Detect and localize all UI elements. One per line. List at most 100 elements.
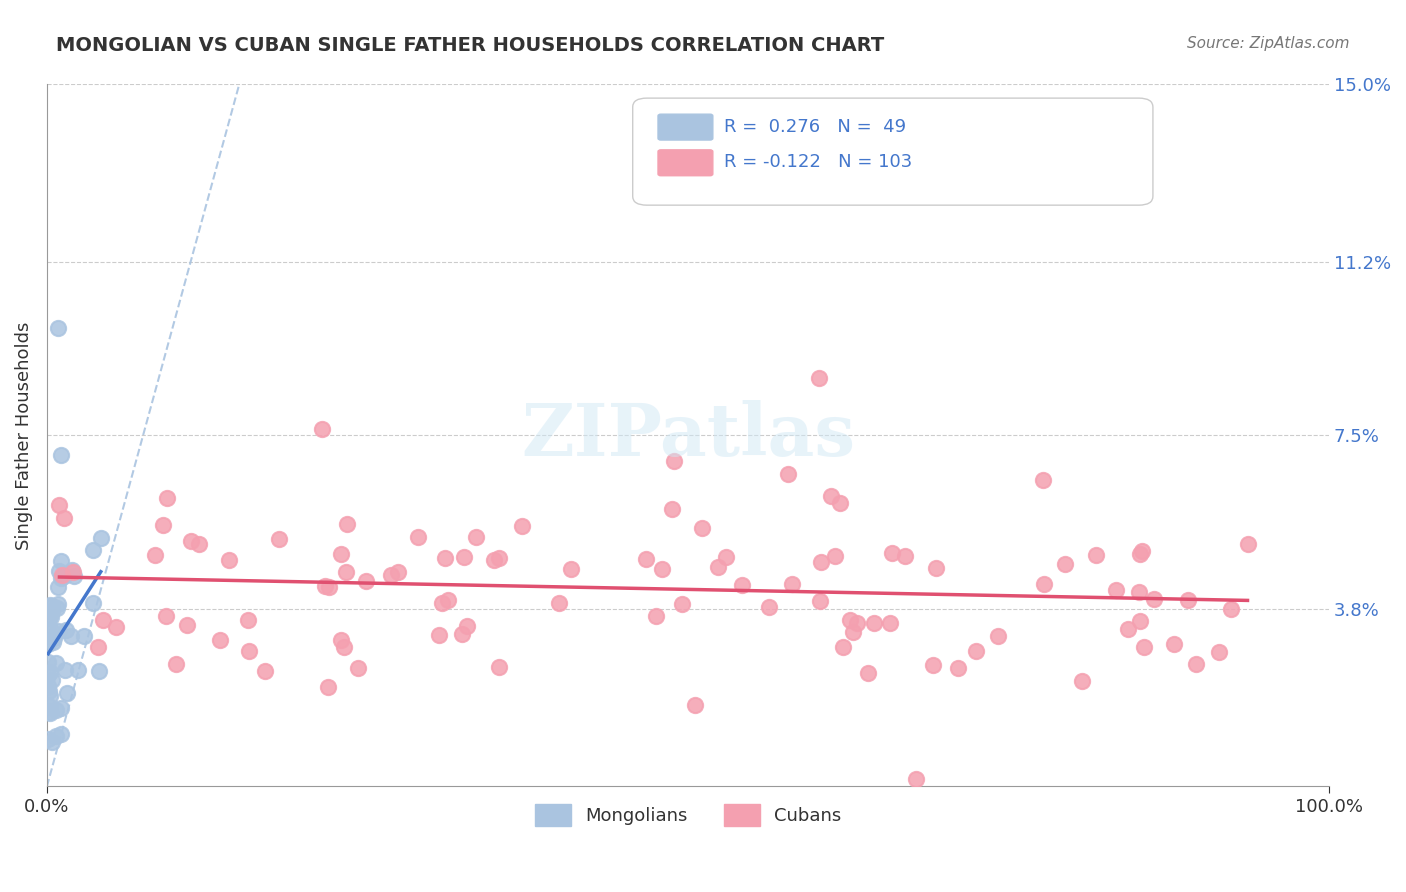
Point: [37, 637, 59, 651]
Point: [152, 517, 174, 532]
Point: [482, 553, 505, 567]
Point: [832, 640, 855, 654]
Point: [45, 656, 67, 670]
Point: [41, 624, 63, 638]
Point: [38, 705, 60, 719]
Point: [1208, 645, 1230, 659]
Point: [839, 613, 862, 627]
Point: [1054, 557, 1077, 571]
Point: [453, 550, 475, 565]
Point: [714, 549, 737, 564]
Point: [90, 532, 112, 546]
Point: [39, 689, 62, 703]
Point: [48, 564, 70, 578]
Point: [824, 549, 846, 564]
Point: [41, 635, 63, 649]
Point: [683, 698, 706, 713]
Point: [104, 620, 127, 634]
Point: [347, 661, 370, 675]
Point: [1129, 548, 1152, 562]
Point: [662, 454, 685, 468]
Point: [91, 613, 114, 627]
Point: [921, 657, 943, 672]
Point: [318, 580, 340, 594]
Point: [842, 624, 865, 639]
Text: MONGOLIAN VS CUBAN SINGLE FATHER HOUSEHOLDS CORRELATION CHART: MONGOLIAN VS CUBAN SINGLE FATHER HOUSEHO…: [56, 36, 884, 54]
Point: [707, 560, 730, 574]
Point: [208, 633, 231, 648]
Point: [808, 371, 831, 385]
Point: [830, 496, 852, 510]
Point: [269, 532, 291, 546]
Text: R = -0.122   N = 103: R = -0.122 N = 103: [724, 153, 912, 171]
Point: [62, 565, 84, 579]
Point: [238, 644, 260, 658]
Point: [731, 578, 754, 592]
Point: [39, 610, 62, 624]
Y-axis label: Single Father Households: Single Father Households: [15, 321, 32, 549]
Point: [1133, 640, 1156, 654]
Point: [335, 566, 357, 580]
Point: [1033, 577, 1056, 591]
Point: [856, 665, 879, 680]
Point: [38, 611, 60, 625]
Point: [218, 553, 240, 567]
Point: [253, 665, 276, 679]
Point: [49, 554, 72, 568]
Point: [1116, 622, 1139, 636]
Point: [510, 519, 533, 533]
Point: [644, 608, 666, 623]
Point: [143, 549, 166, 563]
Point: [52, 569, 75, 583]
Point: [651, 562, 673, 576]
Point: [48, 321, 70, 335]
Point: [87, 664, 110, 678]
Point: [780, 577, 803, 591]
Point: [1236, 537, 1258, 551]
Point: [39, 665, 62, 680]
Point: [427, 628, 450, 642]
Point: [311, 422, 333, 436]
Point: [810, 556, 832, 570]
Point: [1032, 473, 1054, 487]
Point: [846, 615, 869, 630]
Point: [1071, 674, 1094, 689]
Point: [53, 663, 76, 677]
Point: [808, 594, 831, 608]
Point: [671, 597, 693, 611]
Point: [155, 608, 177, 623]
Point: [946, 661, 969, 675]
Point: [41, 599, 63, 614]
Point: [39, 599, 62, 613]
Point: [51, 448, 73, 462]
Point: [236, 613, 259, 627]
Point: [66, 664, 89, 678]
Point: [63, 568, 86, 582]
Point: [1177, 593, 1199, 607]
Point: [37, 624, 59, 638]
Point: [1129, 614, 1152, 628]
Point: [548, 596, 571, 610]
Point: [456, 619, 478, 633]
Point: [560, 562, 582, 576]
Point: [329, 633, 352, 648]
Point: [59, 629, 82, 643]
Point: [894, 549, 917, 564]
Point: [488, 550, 510, 565]
Point: [45, 729, 67, 743]
Point: [430, 596, 453, 610]
Point: [1163, 637, 1185, 651]
Point: [82, 542, 104, 557]
Point: [488, 660, 510, 674]
Point: [42, 632, 65, 646]
Point: [905, 772, 928, 786]
Point: [661, 502, 683, 516]
Point: [41, 735, 63, 749]
Point: [37, 668, 59, 682]
Point: [316, 680, 339, 694]
Point: [465, 530, 488, 544]
Point: [1184, 657, 1206, 671]
Point: [51, 568, 73, 582]
Point: [176, 617, 198, 632]
Point: [924, 561, 946, 575]
